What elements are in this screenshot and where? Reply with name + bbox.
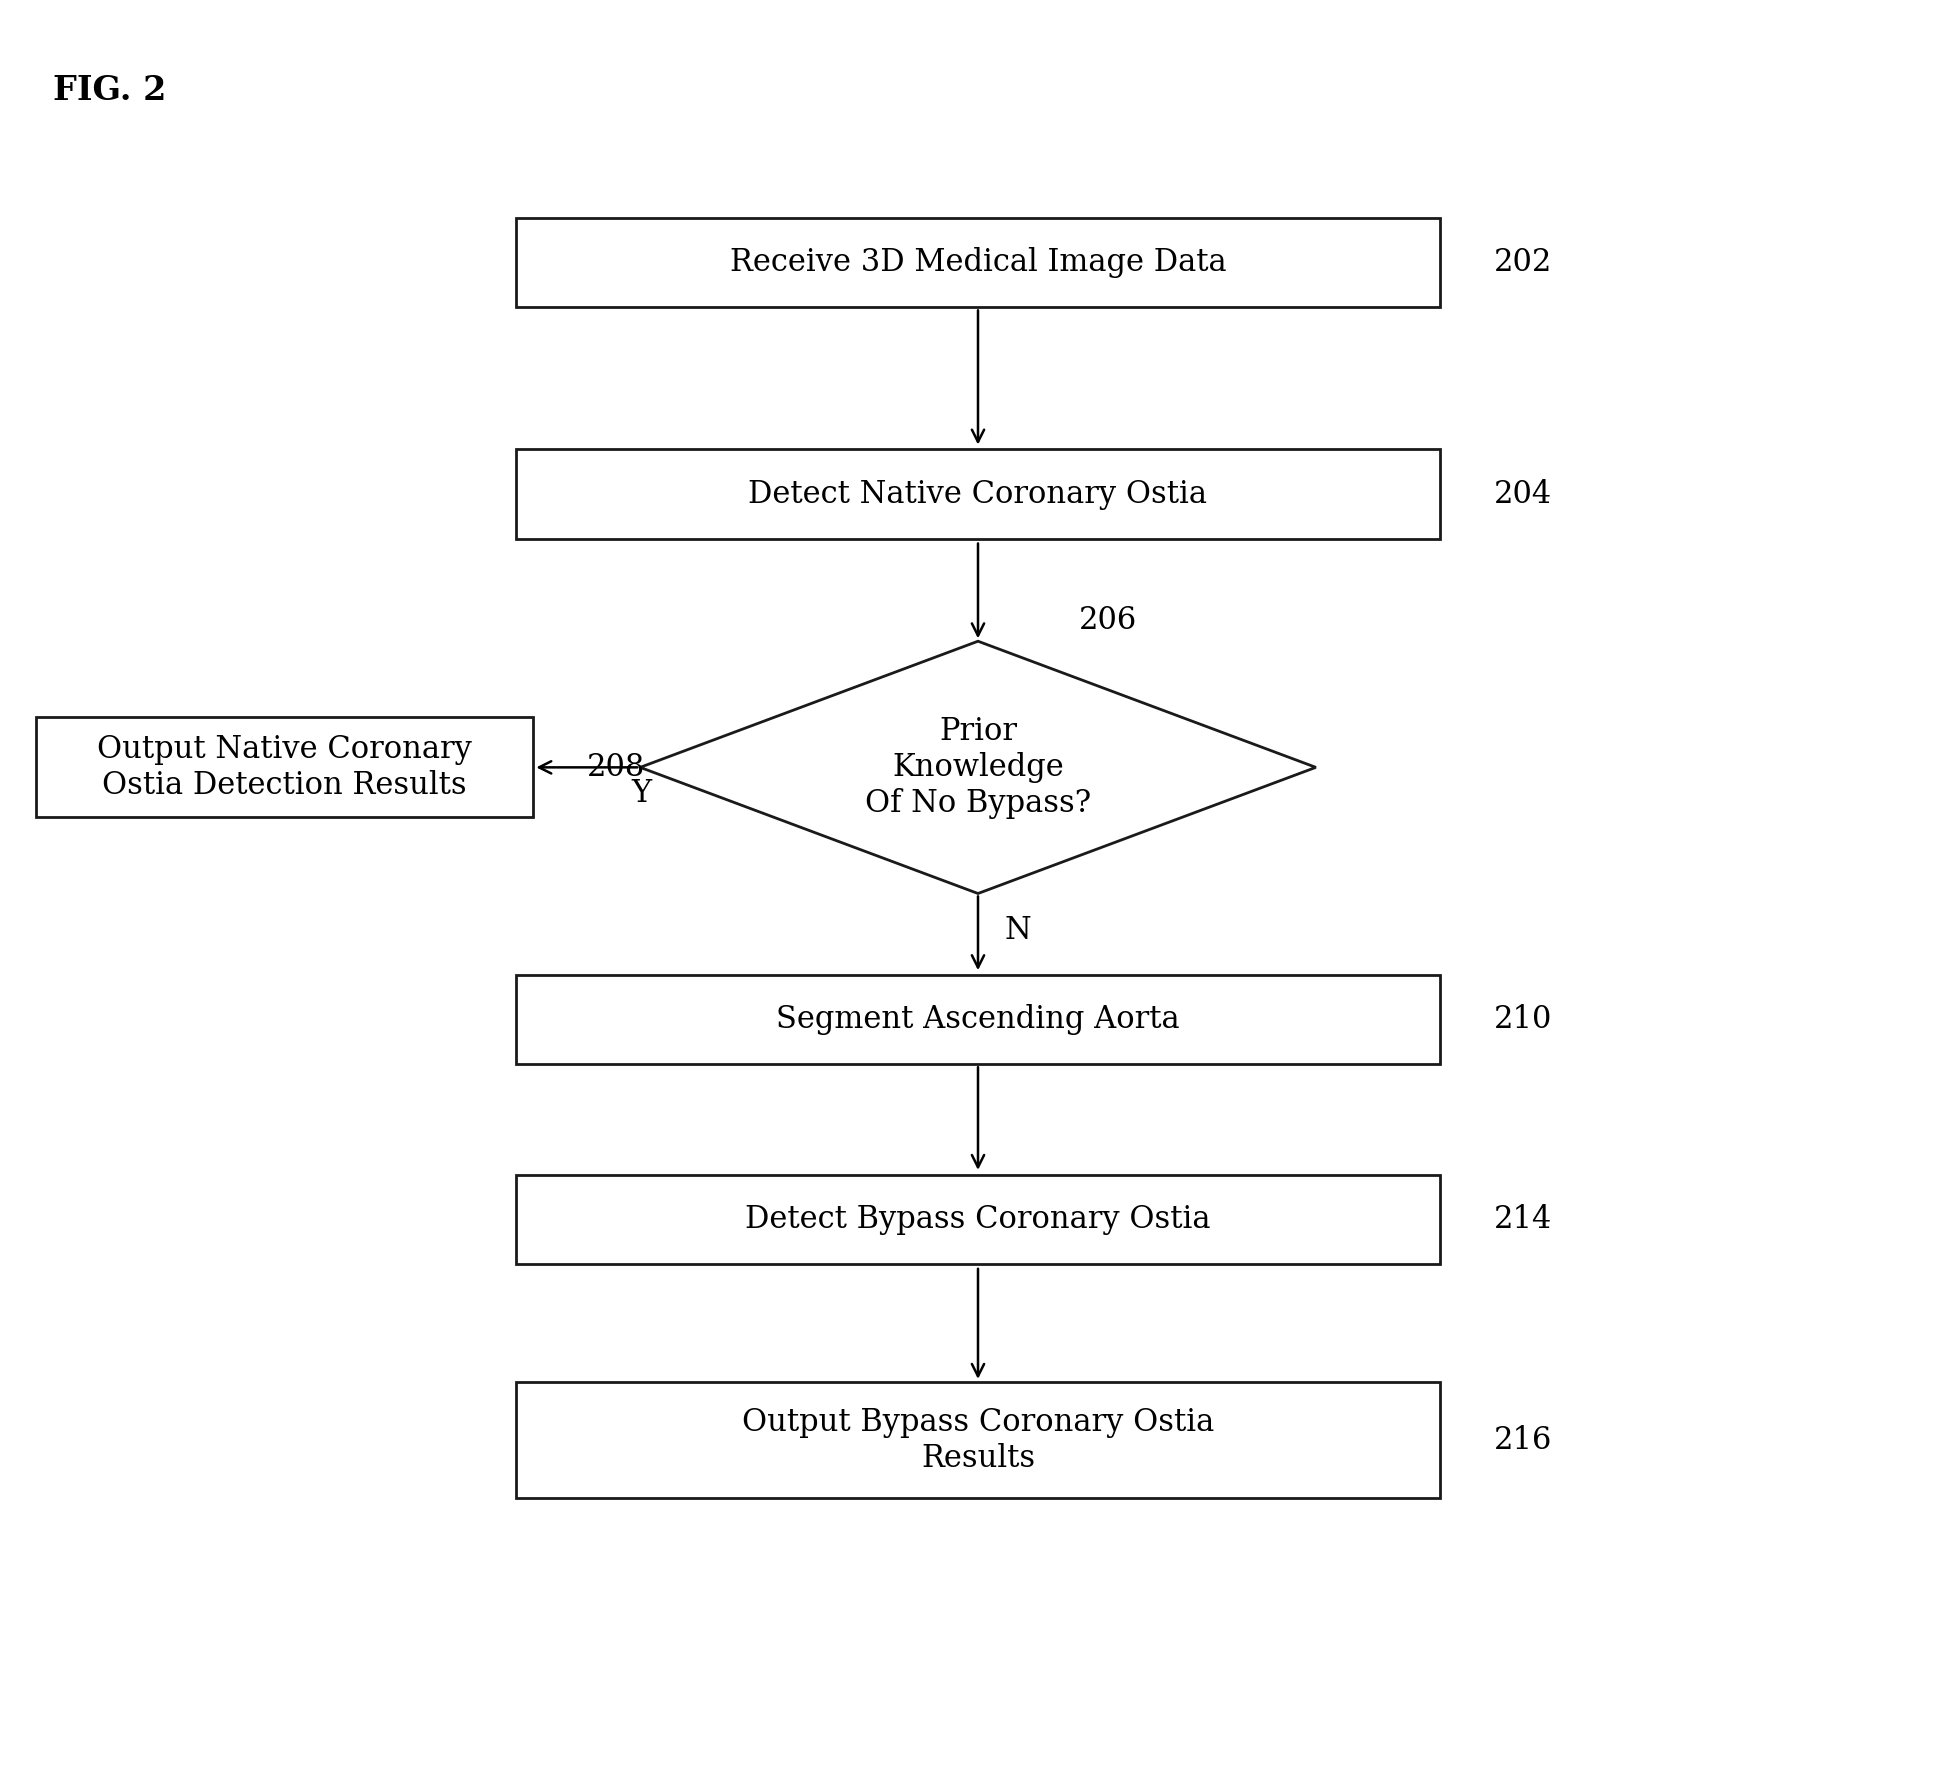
Text: Prior
Knowledge
Of No Bypass?: Prior Knowledge Of No Bypass? [864,717,1091,818]
Text: FIG. 2: FIG. 2 [53,73,166,107]
Text: N: N [1005,915,1030,945]
Text: Segment Ascending Aorta: Segment Ascending Aorta [776,1004,1179,1035]
FancyBboxPatch shape [516,1174,1439,1263]
Text: Output Native Coronary
Ostia Detection Results: Output Native Coronary Ostia Detection R… [98,734,471,801]
FancyBboxPatch shape [516,449,1439,538]
Polygon shape [639,642,1316,894]
Text: 204: 204 [1494,479,1550,509]
Text: 202: 202 [1494,247,1550,279]
Text: Output Bypass Coronary Ostia
Results: Output Bypass Coronary Ostia Results [741,1406,1214,1474]
FancyBboxPatch shape [516,1383,1439,1498]
Text: 208: 208 [586,752,645,783]
Text: 216: 216 [1494,1424,1550,1456]
Text: Y: Y [631,777,651,810]
FancyBboxPatch shape [516,218,1439,307]
Text: Detect Native Coronary Ostia: Detect Native Coronary Ostia [749,479,1206,509]
Text: Receive 3D Medical Image Data: Receive 3D Medical Image Data [729,247,1226,279]
Text: Detect Bypass Coronary Ostia: Detect Bypass Coronary Ostia [745,1204,1210,1235]
Text: 206: 206 [1079,606,1138,636]
Text: 210: 210 [1494,1004,1550,1035]
FancyBboxPatch shape [516,976,1439,1065]
Text: 214: 214 [1494,1204,1550,1235]
FancyBboxPatch shape [35,717,534,817]
